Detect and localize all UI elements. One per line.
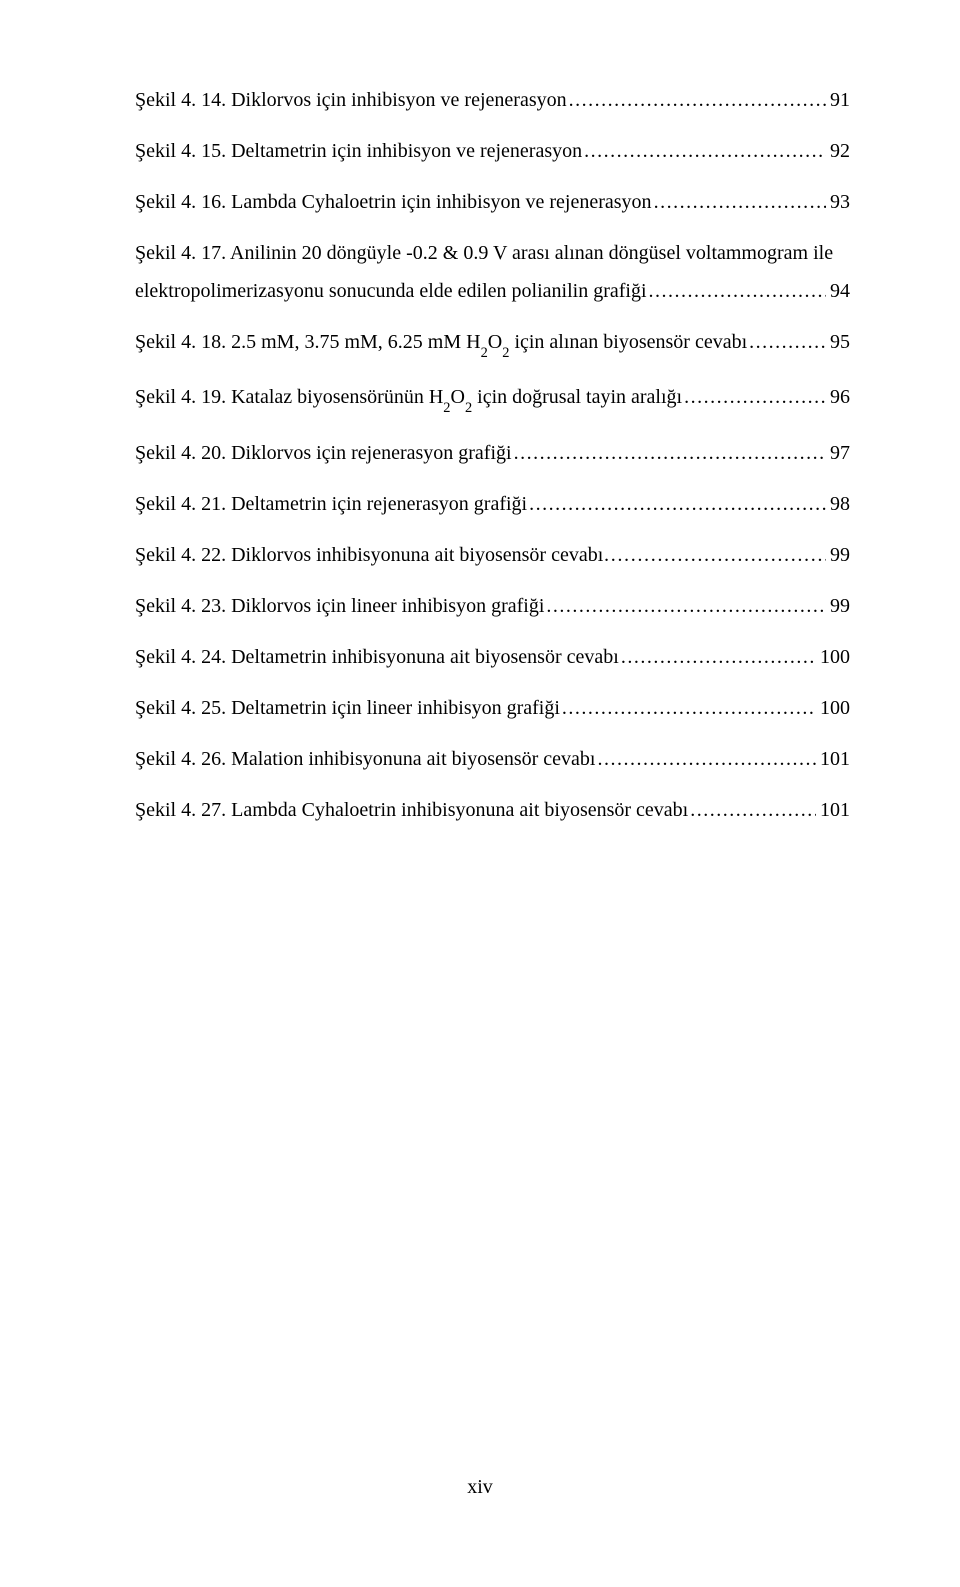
toc-entry-text: Şekil 4. 22. Diklorvos inhibisyonuna ait… [135,545,603,565]
toc-page-number: 99 [826,596,850,616]
subscript: 2 [443,400,450,416]
toc-leader-dots [582,141,826,161]
toc-page-number: 98 [826,494,850,514]
toc-page-number: 100 [816,698,850,718]
toc-leader-dots [688,800,816,820]
toc-page-number: 100 [816,647,850,667]
toc-entry: Şekil 4. 21. Deltametrin için rejenerasy… [135,494,850,514]
toc-entry-text: Şekil 4. 24. Deltametrin inhibisyonuna a… [135,647,619,667]
toc-entry-text: Şekil 4. 18. 2.5 mM, 3.75 mM, 6.25 mM H2… [135,332,747,356]
toc-entry: Şekil 4. 18. 2.5 mM, 3.75 mM, 6.25 mM H2… [135,332,850,356]
toc-page-number: 95 [826,332,850,352]
toc-page-number: 99 [826,545,850,565]
toc-page-number: 101 [816,749,850,769]
subscript: 2 [502,345,509,361]
toc-entry: Şekil 4. 23. Diklorvos için lineer inhib… [135,596,850,616]
toc-page-number: 93 [826,192,850,212]
toc-leader-dots [647,281,826,301]
toc-leader-dots [619,647,816,667]
toc-entry: Şekil 4. 24. Deltametrin inhibisyonuna a… [135,647,850,667]
toc-entry: Şekil 4. 20. Diklorvos için rejenerasyon… [135,443,850,463]
toc-entry-continuation: elektropolimerizasyonu sonucunda elde ed… [135,281,850,301]
toc-leader-dots [512,443,826,463]
toc-entry: Şekil 4. 14. Diklorvos için inhibisyon v… [135,90,850,110]
toc-leader-dots [527,494,826,514]
toc-leader-dots [560,698,816,718]
toc-page-number: 91 [826,90,850,110]
page-footer-number: xiv [0,1477,960,1497]
toc-entry-text: Şekil 4. 17. Anilinin 20 döngüyle -0.2 &… [135,243,833,263]
toc-page-number: 96 [826,387,850,407]
toc-entry: Şekil 4. 15. Deltametrin için inhibisyon… [135,141,850,161]
toc-entry: Şekil 4. 16. Lambda Cyhaloetrin için inh… [135,192,850,212]
toc-entry-text: Şekil 4. 23. Diklorvos için lineer inhib… [135,596,544,616]
toc-entry-text: Şekil 4. 20. Diklorvos için rejenerasyon… [135,443,512,463]
toc-leader-dots [544,596,826,616]
toc-entry-text: Şekil 4. 25. Deltametrin için lineer inh… [135,698,560,718]
toc-entry-text: Şekil 4. 27. Lambda Cyhaloetrin inhibisy… [135,800,688,820]
toc-page-number: 92 [826,141,850,161]
subscript: 2 [465,400,472,416]
toc-entry-text: Şekil 4. 19. Katalaz biyosensörünün H2O2… [135,387,682,411]
toc-list: Şekil 4. 14. Diklorvos için inhibisyon v… [135,90,850,820]
toc-entry: Şekil 4. 22. Diklorvos inhibisyonuna ait… [135,545,850,565]
toc-entry: Şekil 4. 27. Lambda Cyhaloetrin inhibisy… [135,800,850,820]
toc-entry-text: elektropolimerizasyonu sonucunda elde ed… [135,281,647,301]
toc-entry-text: Şekil 4. 26. Malation inhibisyonuna ait … [135,749,596,769]
toc-page-number: 97 [826,443,850,463]
toc-entry-text: Şekil 4. 14. Diklorvos için inhibisyon v… [135,90,567,110]
toc-page-number: 101 [816,800,850,820]
toc-entry-text: Şekil 4. 15. Deltametrin için inhibisyon… [135,141,582,161]
toc-leader-dots [652,192,826,212]
toc-entry: Şekil 4. 25. Deltametrin için lineer inh… [135,698,850,718]
toc-entry: Şekil 4. 26. Malation inhibisyonuna ait … [135,749,850,769]
toc-leader-dots [567,90,826,110]
toc-leader-dots: …………………………………… [603,545,826,565]
toc-entry: Şekil 4. 19. Katalaz biyosensörünün H2O2… [135,387,850,411]
subscript: 2 [481,345,488,361]
toc-page-number: 94 [826,281,850,301]
toc-leader-dots [747,332,826,352]
toc-entry: Şekil 4. 17. Anilinin 20 döngüyle -0.2 &… [135,243,850,263]
toc-leader-dots [596,749,817,769]
toc-leader-dots [682,387,826,407]
toc-entry-text: Şekil 4. 21. Deltametrin için rejenerasy… [135,494,527,514]
toc-entry-text: Şekil 4. 16. Lambda Cyhaloetrin için inh… [135,192,652,212]
